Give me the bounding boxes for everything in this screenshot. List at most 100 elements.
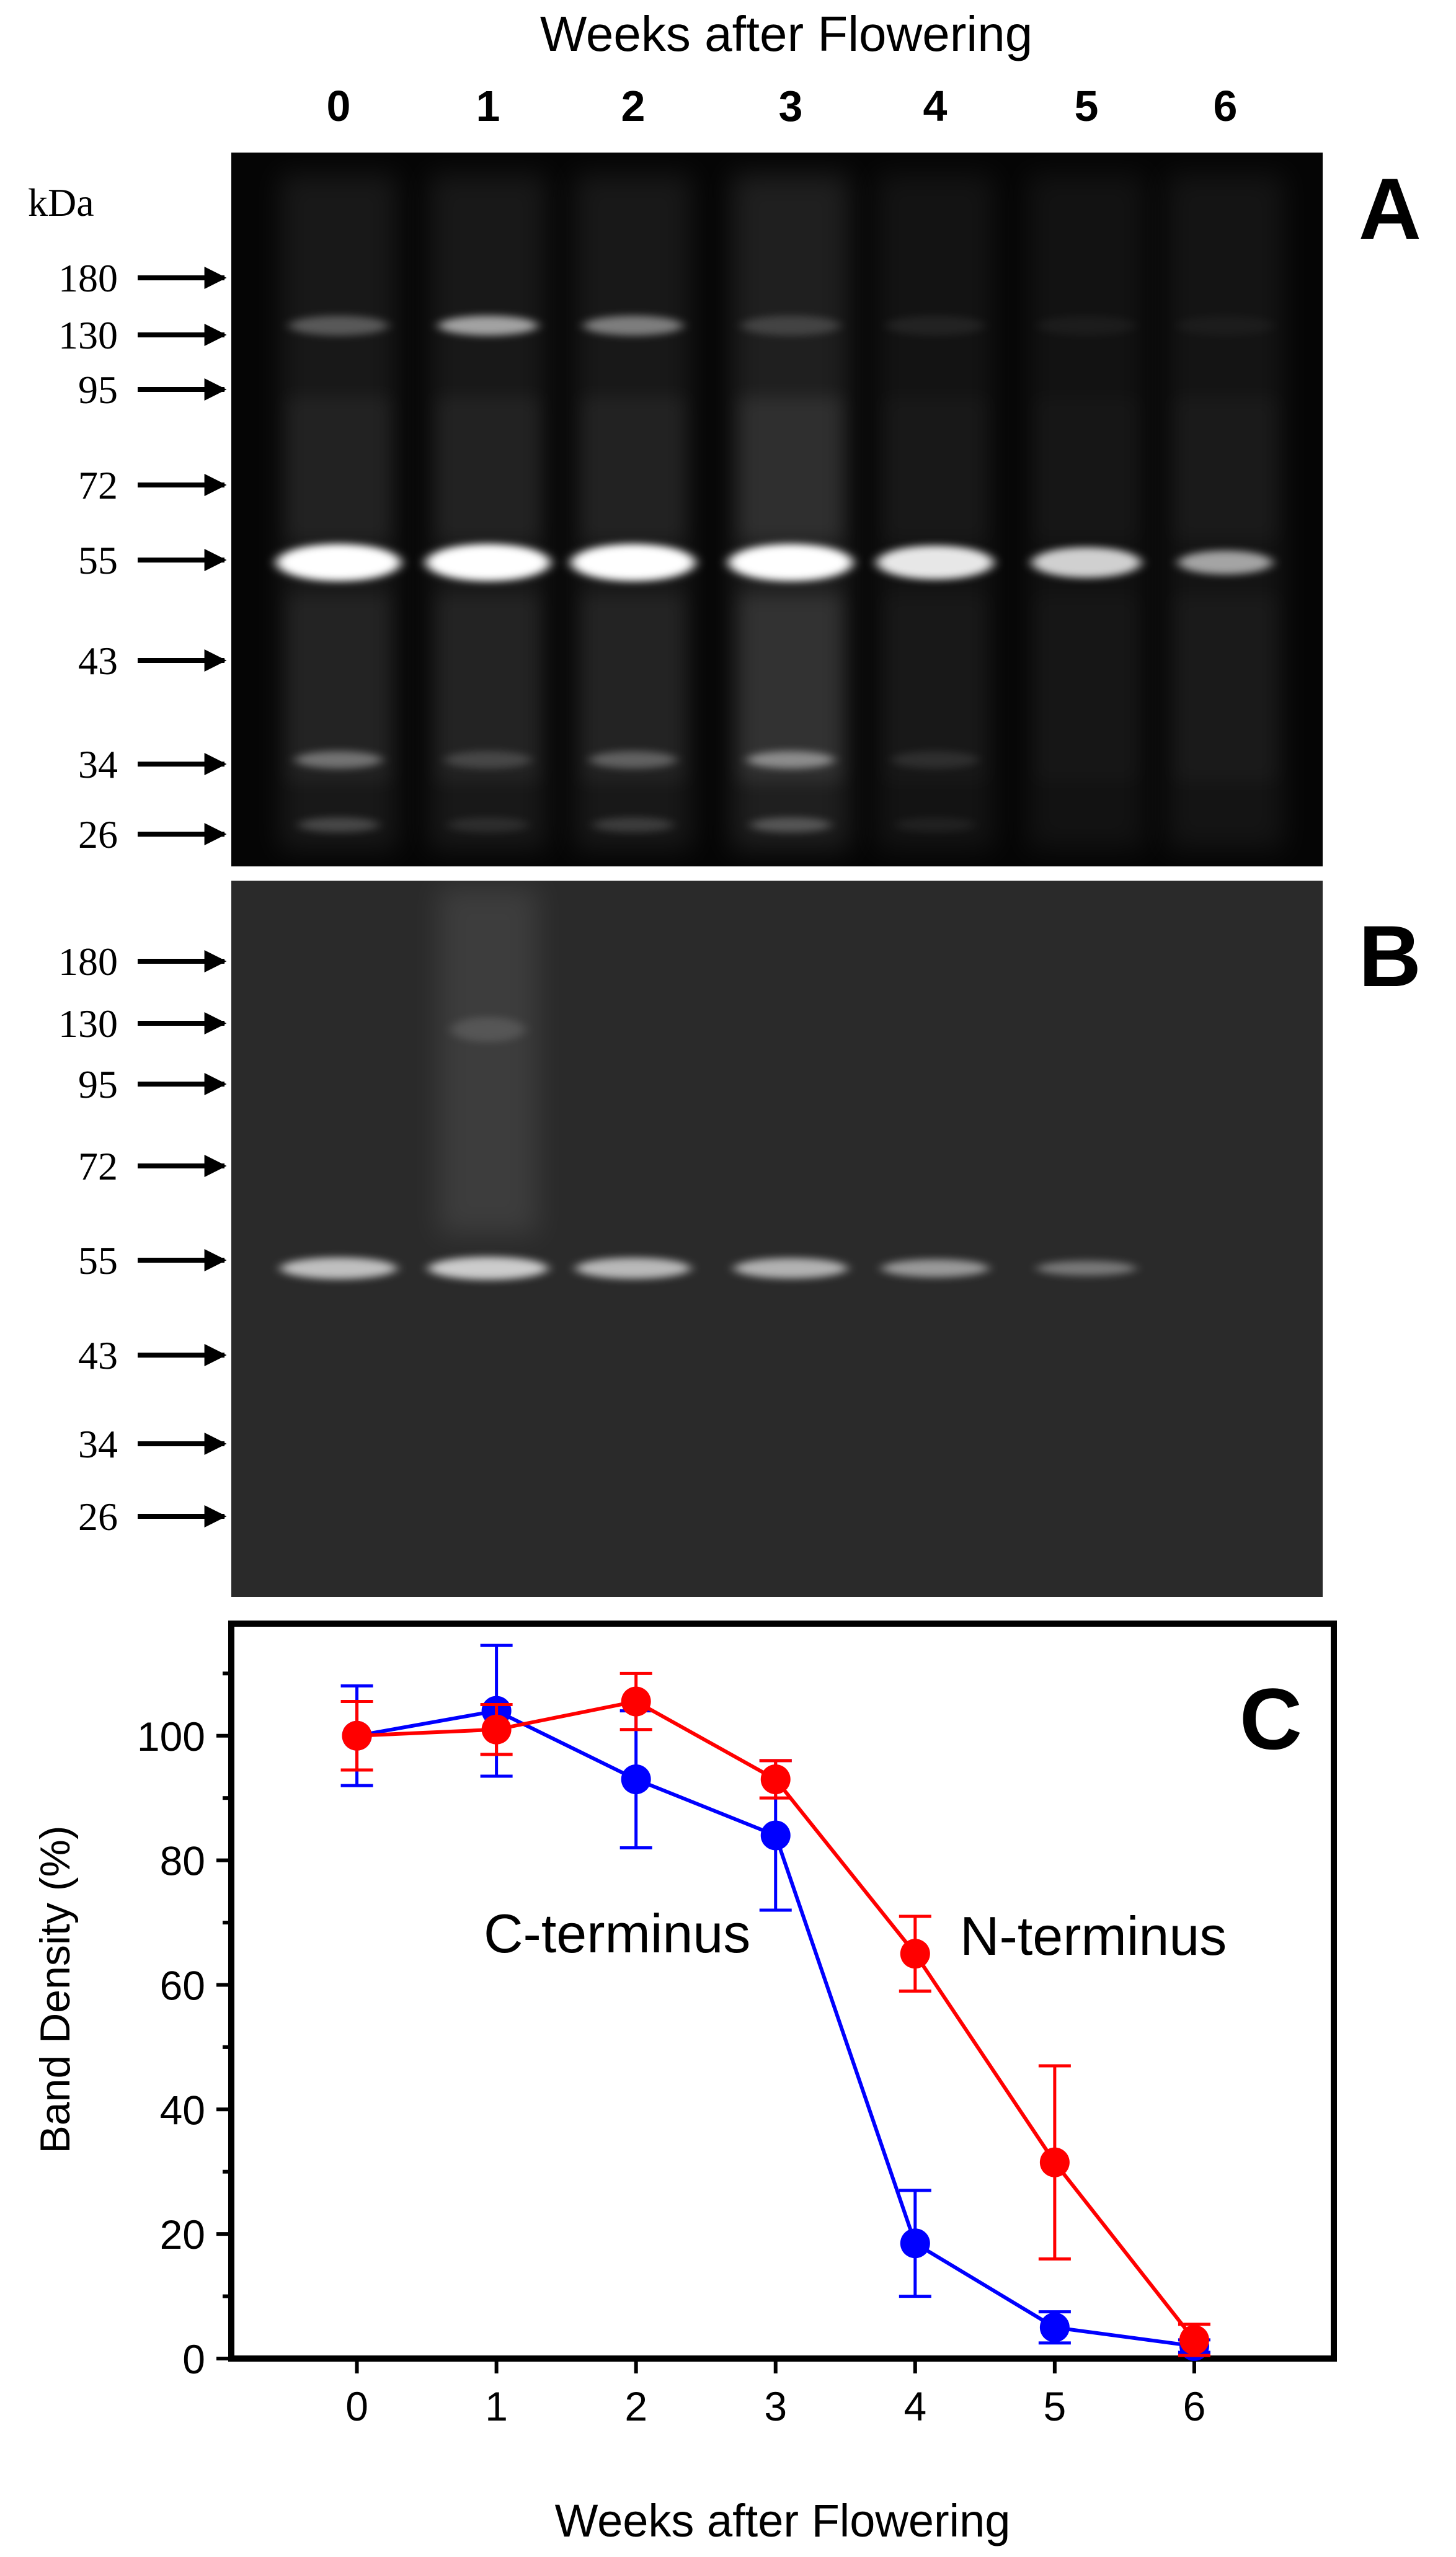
marker-label: 72 bbox=[78, 463, 118, 507]
lane-smear-upper bbox=[435, 397, 541, 540]
panel-letter-a: A bbox=[1359, 160, 1421, 257]
x-tick-label: 0 bbox=[345, 2383, 368, 2429]
band-faint-upper bbox=[451, 1017, 525, 1042]
y-tick-label: 60 bbox=[160, 1962, 205, 2008]
lane-smear bbox=[1028, 174, 1145, 850]
lane-smear bbox=[1166, 174, 1284, 850]
band-34kda bbox=[747, 751, 834, 768]
band-26kda bbox=[298, 817, 379, 832]
markers-a: 180 130 95 72 55 43 34 26 bbox=[58, 256, 227, 856]
data-point bbox=[760, 1820, 791, 1851]
x-tick-label: 4 bbox=[903, 2383, 926, 2429]
lane-label: 1 bbox=[476, 82, 500, 130]
lane-smear-upper bbox=[1173, 397, 1278, 540]
band-34kda bbox=[445, 751, 531, 768]
band-130kda bbox=[741, 316, 840, 336]
x-axis-title: Weeks after Flowering bbox=[555, 2495, 1011, 2546]
y-tick-label: 80 bbox=[160, 1838, 205, 1884]
band-55kda bbox=[1032, 547, 1141, 578]
y-tick-label: 0 bbox=[182, 2336, 205, 2382]
marker-label: 180 bbox=[58, 256, 118, 300]
lane-label: 3 bbox=[779, 82, 803, 130]
band-34kda bbox=[295, 751, 382, 768]
marker-label: 180 bbox=[58, 940, 118, 984]
band-130kda bbox=[438, 316, 538, 336]
band-55kda bbox=[877, 545, 993, 580]
band-55kda bbox=[729, 544, 853, 581]
band-55kda bbox=[881, 1259, 989, 1278]
band-55kda bbox=[1037, 1261, 1136, 1276]
y-tick-label: 20 bbox=[160, 2212, 205, 2257]
lane-smear-lower bbox=[435, 595, 541, 781]
panel-b: 180 130 95 72 55 43 34 26 B bbox=[58, 881, 1421, 1597]
y-tick-label: 40 bbox=[160, 2087, 205, 2133]
data-point bbox=[900, 2228, 930, 2259]
lane-smear bbox=[438, 887, 538, 1234]
n-terminus-label: N-terminus bbox=[960, 1905, 1227, 1967]
x-tick-label: 5 bbox=[1044, 2383, 1067, 2429]
marker-label: 130 bbox=[58, 313, 118, 357]
band-55kda bbox=[571, 544, 695, 581]
marker-label: 130 bbox=[58, 1002, 118, 1046]
band-26kda bbox=[593, 817, 673, 832]
data-point bbox=[621, 1686, 651, 1717]
band-130kda bbox=[1037, 316, 1136, 336]
x-tick-label: 1 bbox=[485, 2383, 508, 2429]
marker-label: 72 bbox=[78, 1144, 118, 1188]
gel-b-marks bbox=[280, 887, 1136, 1280]
band-55kda bbox=[277, 544, 401, 581]
band-55kda bbox=[428, 1256, 548, 1280]
band-130kda bbox=[584, 316, 683, 336]
lane-smear-upper bbox=[1034, 397, 1139, 540]
y-axis-title: Band Density (%) bbox=[32, 1825, 79, 2153]
band-26kda bbox=[750, 817, 831, 832]
plot-frame bbox=[228, 1621, 1337, 2362]
band-55kda bbox=[426, 544, 550, 581]
lane-label: 2 bbox=[621, 82, 646, 130]
lane-label: 4 bbox=[923, 82, 948, 130]
band-55kda bbox=[575, 1258, 691, 1279]
panel-a: kDa 180 130 95 72 55 43 34 26 A bbox=[28, 153, 1421, 866]
gel-a-marks bbox=[277, 174, 1284, 850]
marker-label: 43 bbox=[78, 639, 118, 683]
lane-smear bbox=[876, 174, 994, 850]
panel-c: 0 20 40 60 80 100 0 1 2 3 4 5 6 C C-terminus N-termi… bbox=[32, 1621, 1337, 2546]
band-130kda bbox=[1176, 316, 1275, 336]
lane-smear-upper bbox=[286, 397, 391, 540]
data-point bbox=[900, 1939, 930, 1969]
gel-b-background bbox=[231, 881, 1323, 1597]
lane-label: 0 bbox=[327, 82, 351, 130]
marker-label: 55 bbox=[78, 538, 118, 582]
marker-label: 26 bbox=[78, 1495, 118, 1539]
lane-smear-upper bbox=[738, 397, 843, 540]
y-tick-label: 100 bbox=[137, 1714, 205, 1759]
lane-smear-lower bbox=[738, 595, 843, 781]
band-130kda bbox=[289, 316, 388, 336]
unit-label: kDa bbox=[28, 180, 94, 225]
lane-label: 6 bbox=[1214, 82, 1238, 130]
marker-label: 34 bbox=[78, 1422, 118, 1466]
markers-b: 180 130 95 72 55 43 34 26 bbox=[58, 940, 227, 1539]
data-point bbox=[342, 1720, 372, 1751]
top-axis-title: Weeks after Flowering bbox=[540, 6, 1032, 61]
band-34kda bbox=[590, 751, 677, 768]
series-n-terminus bbox=[340, 1671, 1210, 2357]
band-34kda bbox=[892, 751, 979, 768]
lane-smear-upper bbox=[882, 397, 988, 540]
data-point bbox=[1039, 2312, 1070, 2342]
lane-label: 5 bbox=[1075, 82, 1099, 130]
panel-letter-c: C bbox=[1240, 1670, 1302, 1768]
lane-smear-lower bbox=[286, 595, 391, 781]
marker-label: 95 bbox=[78, 368, 118, 412]
data-point bbox=[1039, 2147, 1070, 2177]
x-tick-label: 3 bbox=[764, 2383, 787, 2429]
lane-labels: 0 1 2 3 4 5 6 bbox=[327, 82, 1238, 130]
marker-label: 34 bbox=[78, 742, 118, 786]
marker-label: 43 bbox=[78, 1333, 118, 1377]
data-point bbox=[481, 1714, 512, 1745]
data-point bbox=[621, 1764, 651, 1795]
data-point bbox=[760, 1764, 791, 1795]
x-tick-label: 2 bbox=[624, 2383, 647, 2429]
panel-letter-b: B bbox=[1359, 907, 1421, 1005]
